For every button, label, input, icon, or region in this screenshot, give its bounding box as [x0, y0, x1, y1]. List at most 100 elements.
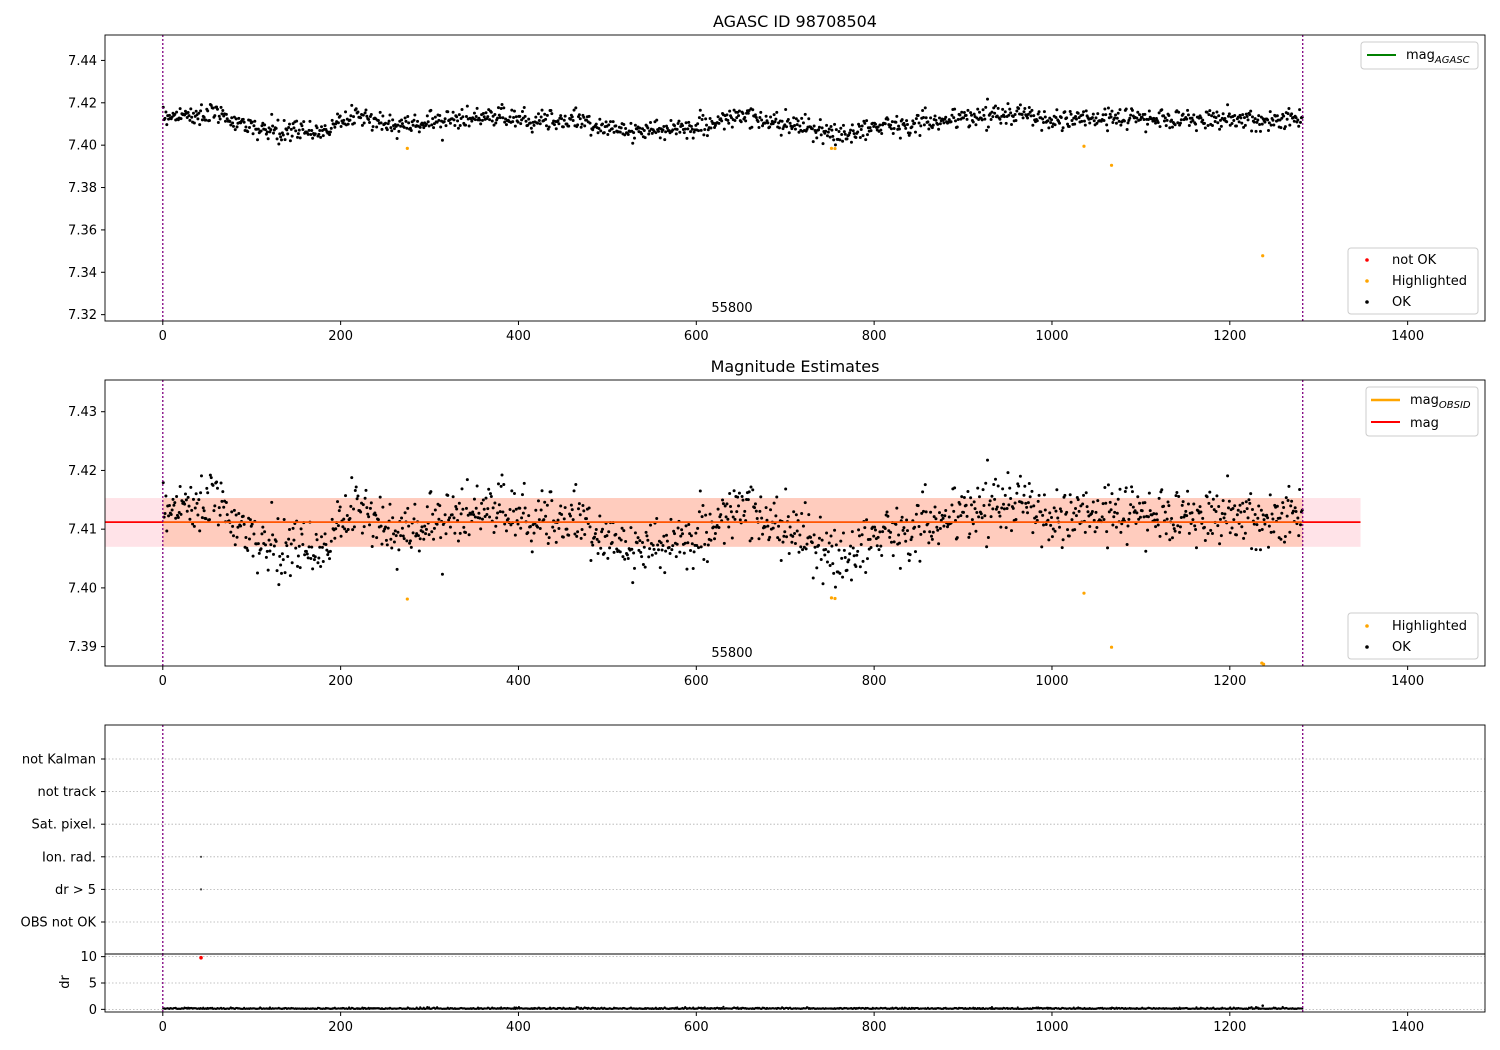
estimates-ok-point: [1254, 548, 1258, 552]
estimates-ok-point: [230, 510, 234, 514]
estimates-ok-point: [1130, 490, 1134, 494]
agasc-ok-point: [323, 124, 327, 128]
estimates-ok-point: [474, 506, 478, 510]
agasc-ok-point: [1242, 116, 1246, 120]
estimates-ok-point: [878, 530, 882, 534]
dr-x-tick-label: 400: [506, 1020, 531, 1035]
estimates-ok-point: [191, 497, 195, 501]
estimates-ok-point: [779, 559, 783, 563]
agasc-ok-point: [810, 127, 814, 131]
agasc-ok-point: [1103, 107, 1107, 111]
estimates-ok-point: [715, 524, 719, 528]
agasc-ok-point: [689, 130, 693, 134]
estimates-ok-point: [765, 518, 769, 522]
estimates-ok-point: [955, 536, 959, 540]
estimates-ok-point: [163, 512, 167, 516]
agasc-ok-point: [313, 132, 317, 136]
estimates-ok-point: [390, 546, 394, 550]
agasc-ok-point: [333, 125, 337, 129]
agasc-ok-point: [492, 123, 496, 127]
estimates-ok-point: [1028, 495, 1032, 499]
estimates-ok-point: [654, 551, 658, 555]
agasc-ok-point: [921, 116, 925, 120]
estimates-ok-point: [369, 501, 373, 505]
agasc-ok-point: [1194, 122, 1198, 126]
agasc-ok-point: [442, 120, 446, 124]
agasc-ok-point: [832, 138, 836, 142]
agasc-y-tick-label: 7.42: [68, 96, 97, 111]
estimates-ok-point: [256, 542, 260, 546]
estimates-ok-point: [607, 530, 611, 534]
agasc-ok-point: [545, 113, 549, 117]
estimates-x-tick-label: 1200: [1213, 674, 1246, 689]
agasc-ok-point: [452, 118, 456, 122]
agasc-ok-point: [873, 122, 877, 126]
agasc-ok-point: [863, 121, 867, 125]
estimates-ok-point: [1244, 500, 1248, 504]
estimates-ok-point: [274, 539, 278, 543]
agasc-ok-point: [560, 117, 564, 121]
estimates-ok-point: [857, 534, 861, 538]
estimates-ok-point: [841, 575, 845, 579]
estimates-ok-point: [345, 514, 349, 518]
estimates-ok-point: [775, 495, 779, 499]
agasc-ok-point: [880, 131, 884, 135]
agasc-ok-point: [504, 123, 508, 127]
agasc-ok-point: [242, 120, 246, 124]
agasc-ok-point: [547, 125, 551, 129]
estimates-ok-point: [801, 524, 805, 528]
agasc-ok-point: [722, 127, 726, 131]
estimates-ok-point: [1024, 501, 1028, 505]
dr-x-tick-label: 1400: [1391, 1020, 1424, 1035]
estimates-ok-point: [992, 483, 996, 487]
agasc-ok-point: [413, 113, 417, 117]
agasc-ok-point: [1240, 121, 1244, 125]
agasc-ok-point: [674, 132, 678, 136]
estimates-ok-point: [544, 532, 548, 536]
estimates-ok-point: [917, 524, 921, 528]
agasc-ok-point: [886, 117, 890, 121]
estimates-ok-point: [418, 537, 422, 541]
estimates-ok-point: [187, 504, 191, 508]
estimates-ok-point: [481, 498, 485, 502]
agasc-ok-point: [192, 121, 196, 125]
estimates-ok-point: [286, 554, 290, 558]
estimates-ok-point: [1158, 534, 1162, 538]
estimates-ok-point: [396, 530, 400, 534]
estimates-ok-point: [755, 516, 759, 520]
agasc-ok-point: [215, 105, 219, 109]
agasc-ok-point: [1233, 114, 1237, 118]
agasc-ok-point: [865, 119, 869, 123]
estimates-ok-point: [1015, 491, 1019, 495]
estimates-ok-point: [883, 526, 887, 530]
agasc-ok-point: [753, 113, 757, 117]
agasc-ok-point: [300, 124, 304, 128]
estimates-ok-point: [1291, 509, 1295, 513]
agasc-ok-point: [297, 128, 301, 132]
agasc-ok-point: [661, 128, 665, 132]
agasc-ok-point: [1108, 112, 1112, 116]
agasc-ok-point: [1152, 116, 1156, 120]
estimates-ok-point: [1036, 499, 1040, 503]
agasc-ok-point: [275, 137, 279, 141]
estimates-ok-point: [1026, 501, 1030, 505]
estimates-ok-point: [962, 496, 966, 500]
estimates-ok-point: [618, 550, 622, 554]
agasc-ok-point: [197, 111, 201, 115]
estimates-ok-point: [848, 552, 852, 556]
estimates-ok-point: [575, 534, 579, 538]
estimates-ok-point: [1278, 516, 1282, 520]
agasc-ok-point: [339, 125, 343, 129]
agasc-ok-point: [409, 129, 413, 133]
agasc-ok-point: [654, 131, 658, 135]
estimates-ok-point: [729, 505, 733, 509]
estimates-ok-point: [1266, 516, 1270, 520]
agasc-ok-point: [759, 110, 763, 114]
estimates-ok-point: [583, 533, 587, 537]
estimates-ok-point: [933, 505, 937, 509]
agasc-ok-point: [878, 123, 882, 127]
estimates-ok-point: [814, 551, 818, 555]
agasc-ok-point: [365, 114, 369, 118]
estimates-ok-point: [950, 503, 954, 507]
estimates-ok-point: [919, 532, 923, 536]
